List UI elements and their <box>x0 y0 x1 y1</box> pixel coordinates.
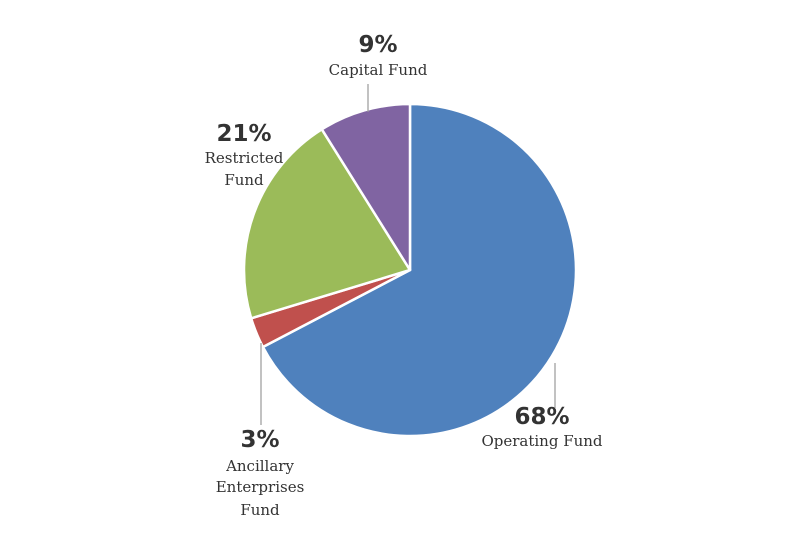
percent-label-ancillary-enterprises-fund: 3% <box>240 427 279 453</box>
pie-labels: 68% Operating Fund 3% Ancillary Enterprises F… <box>205 32 603 519</box>
percent-label-capital-fund: 9% <box>358 32 397 58</box>
slice-label-restricted-fund-line-2: Fund <box>224 171 264 189</box>
percent-label-restricted-fund: 21% <box>216 121 271 147</box>
slice-label-capital-fund-line-1: Capital Fund <box>329 61 428 79</box>
slice-label-ancillary-enterprises-fund-line-1: Ancillary <box>225 457 294 475</box>
slice-label-ancillary-enterprises-fund-line-2: Enterprises <box>216 478 305 496</box>
pie-slice-restricted-fund <box>242 128 412 320</box>
pie-slice-capital-fund <box>320 102 412 272</box>
slice-label-ancillary-enterprises-fund-line-3: Fund <box>240 501 280 519</box>
percent-label-operating-fund: 68% <box>514 404 569 430</box>
pie-slice-operating-fund <box>261 102 578 438</box>
slice-label-operating-fund-line-1: Operating Fund <box>481 432 602 450</box>
pie-slices <box>242 102 578 438</box>
slice-label-restricted-fund-line-1: Restricted <box>205 149 284 167</box>
